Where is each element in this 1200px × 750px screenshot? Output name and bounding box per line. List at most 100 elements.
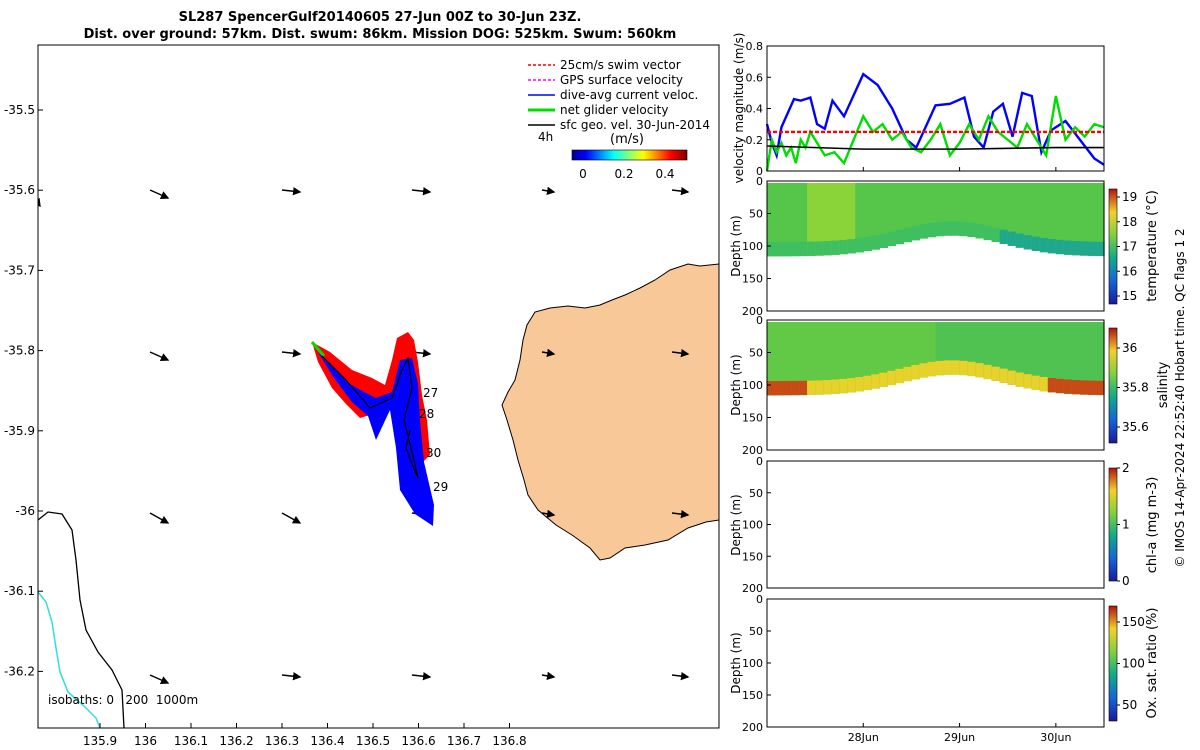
coastline-0m (38, 511, 125, 728)
section-column (1063, 183, 1073, 255)
latitude-ticks: -35.5 -35.6 -35.7 -35.8 -35.9 -36 -36.1 -36.2 (4, 103, 43, 678)
section-column (823, 183, 832, 256)
legend-net-velocity: net glider velocity (560, 103, 668, 117)
section-column (959, 183, 969, 237)
section-bottom-layer (991, 227, 1001, 242)
map-axes-box (37, 44, 720, 729)
day-label-28: 28 (419, 407, 434, 421)
depth-tick-label: 100 (742, 240, 763, 253)
section-column (1079, 322, 1089, 395)
legend-current-velocity: dive-avg current veloc. (560, 88, 698, 102)
section-bottom-layer (935, 360, 945, 376)
chlorophyll-ylabel: Depth (m) (729, 494, 743, 555)
section-bottom-layer (767, 242, 776, 257)
section-column (783, 183, 792, 257)
lon-tick-label: 136.4 (310, 734, 344, 748)
section-bottom-layer (903, 227, 913, 243)
colorbar-tick-label: 1 (1122, 518, 1130, 532)
section-bottom-layer (799, 380, 808, 396)
section-column (831, 322, 840, 394)
land-mass (501, 263, 719, 561)
section-column (831, 183, 840, 255)
colorbar-tick-label: 50 (1122, 698, 1137, 712)
isobath-200m (38, 591, 101, 728)
section-column (879, 183, 888, 248)
depth-tick-label: 0 (756, 314, 763, 327)
section-bottom-layer (879, 233, 888, 248)
section-bottom-layer (895, 368, 905, 384)
section-column (991, 322, 1001, 381)
section-bottom-layer (807, 380, 816, 395)
date-axis-ticks: 28Jun 29Jun 30Jun (848, 723, 1071, 744)
geo-vector-arrow (411, 672, 432, 681)
map-panel: 27 28 30 29 135.9 136 136.1 136.2 136.3 136.4… (4, 44, 720, 748)
section-column (967, 322, 977, 377)
section-column (903, 183, 913, 243)
geo-vector-arrow (281, 672, 302, 681)
salinity-section (767, 322, 1105, 396)
section-bottom-layer (871, 374, 880, 389)
section-column (815, 183, 824, 256)
section-column (975, 322, 985, 378)
section-bottom-layer (1063, 240, 1073, 255)
chlorophyll-colorbar (1108, 467, 1118, 582)
section-bottom-layer (1047, 239, 1057, 254)
section-bottom-layer (1055, 378, 1065, 394)
lon-tick-label: 136.2 (219, 734, 253, 748)
section-column (799, 322, 808, 396)
section-column (1071, 322, 1081, 395)
day-label-29: 29 (433, 480, 448, 494)
colorbar-tick-label: 19 (1122, 190, 1137, 204)
date-tick-label: 28Jun (848, 731, 879, 744)
section-bottom-layer (1015, 233, 1025, 248)
section-column (1039, 322, 1049, 392)
section-bottom-layer (823, 241, 832, 256)
section-bottom-layer (1055, 239, 1065, 255)
section-column (767, 322, 776, 396)
velocity-plot-area (765, 72, 1105, 172)
section-bottom-layer (767, 381, 776, 396)
section-column (1087, 322, 1097, 395)
geo-vector-arrow (281, 187, 302, 196)
section-column (871, 183, 880, 250)
section-bottom-layer (999, 229, 1009, 244)
section-bottom-layer (1031, 375, 1041, 390)
depth-tick-label: 150 (742, 412, 763, 425)
geo-vector-arrow (281, 512, 302, 524)
section-bottom-layer (1047, 378, 1057, 393)
depth-tick-label: 200 (742, 444, 763, 457)
section-column (919, 183, 929, 239)
section-bottom-layer (799, 241, 808, 257)
section-bottom-layer (783, 241, 792, 257)
section-column (1047, 322, 1057, 393)
section-column (991, 183, 1001, 242)
section-column (895, 322, 905, 384)
section-column (1015, 183, 1025, 248)
section-column (919, 322, 929, 378)
section-column (927, 322, 937, 377)
geo-vector-arrow (541, 348, 556, 357)
section-column (1023, 183, 1033, 250)
section-bottom-layer (919, 363, 929, 378)
section-bottom-layer (1087, 380, 1097, 395)
section-bottom-layer (935, 221, 945, 237)
section-column (1095, 183, 1105, 257)
section-column (863, 183, 872, 252)
section-bottom-layer (839, 378, 848, 394)
lon-tick-label: 136.7 (447, 734, 481, 748)
section-column (967, 183, 977, 238)
lat-tick-label: -35.6 (4, 183, 35, 197)
section-bottom-layer (975, 224, 985, 239)
oxygen-colorbar-ticks: 150 100 50 (1117, 615, 1145, 712)
section-column (1063, 322, 1073, 394)
section-bottom-layer (855, 377, 864, 392)
day-label-27: 27 (423, 386, 438, 400)
section-column (855, 322, 864, 392)
imos-credit: © IMOS 14-Apr-2024 22:52:40 Hobart time.… (1173, 228, 1187, 567)
section-column (983, 183, 993, 241)
net-velocity-segment (310, 341, 326, 357)
salinity-colorbar (1108, 327, 1118, 444)
velocity-ylabel: velocity magnitude (m/s) (732, 33, 746, 184)
section-bottom-layer (887, 370, 896, 386)
section-column (775, 183, 784, 257)
